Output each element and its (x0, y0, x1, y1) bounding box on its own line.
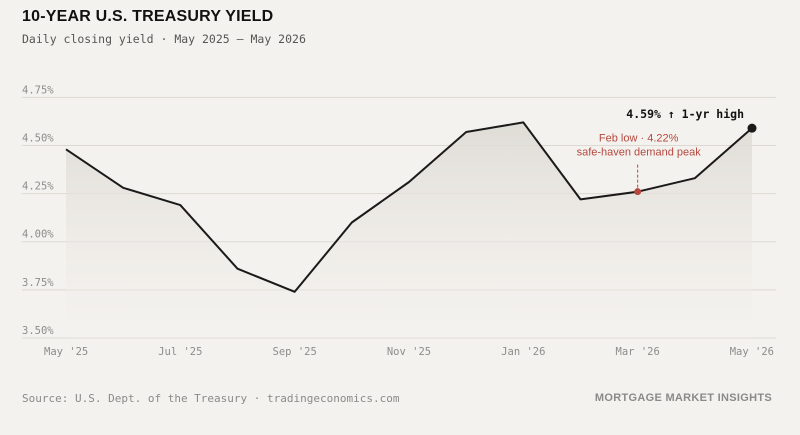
x-axis-ticks: May '25 Jul '25 Sep '25 Nov '25 Jan '26 Mar '… (44, 346, 774, 358)
x-tick-label: Mar '26 (616, 346, 660, 358)
y-tick-label: 3.75% (22, 277, 54, 289)
y-tick-label: 4.50% (22, 132, 54, 144)
y-tick-label: 4.75% (22, 84, 54, 96)
area-shading (66, 122, 752, 339)
chart-subtitle: Daily closing yield · May 2025 – May 202… (22, 32, 306, 46)
brand-label: MORTGAGE MARKET INSIGHTS (594, 392, 772, 404)
end-point-label: 4.59% ↑ 1-yr high (626, 107, 744, 121)
y-tick-label: 4.25% (22, 181, 54, 193)
x-tick-label: Jan '26 (501, 346, 545, 358)
x-tick-label: May '26 (730, 346, 774, 358)
x-tick-label: May '25 (44, 346, 88, 358)
y-tick-label: 3.50% (22, 325, 54, 337)
annotations: 4.59% ↑ 1-yr high Feb low · 4.22% safe-hav… (577, 107, 757, 196)
area-fill (66, 122, 752, 339)
annotation-line-1: Feb low · 4.22% (599, 133, 679, 145)
source-note: Source: U.S. Dept. of the Treasury · tra… (22, 392, 400, 405)
x-tick-label: Jul '25 (158, 346, 202, 358)
y-tick-label: 4.00% (22, 229, 54, 241)
x-tick-label: Nov '25 (387, 346, 431, 358)
y-axis-ticks: 3.50% 3.75% 4.00% 4.25% 4.50% 4.75% (22, 84, 54, 337)
chart-title: 10-YEAR U.S. TREASURY YIELD (22, 8, 274, 25)
x-tick-label: Sep '25 (273, 346, 317, 358)
end-point-marker (747, 123, 757, 133)
annotation-line-2: safe-haven demand peak (577, 147, 702, 159)
low-point-marker (634, 188, 642, 196)
